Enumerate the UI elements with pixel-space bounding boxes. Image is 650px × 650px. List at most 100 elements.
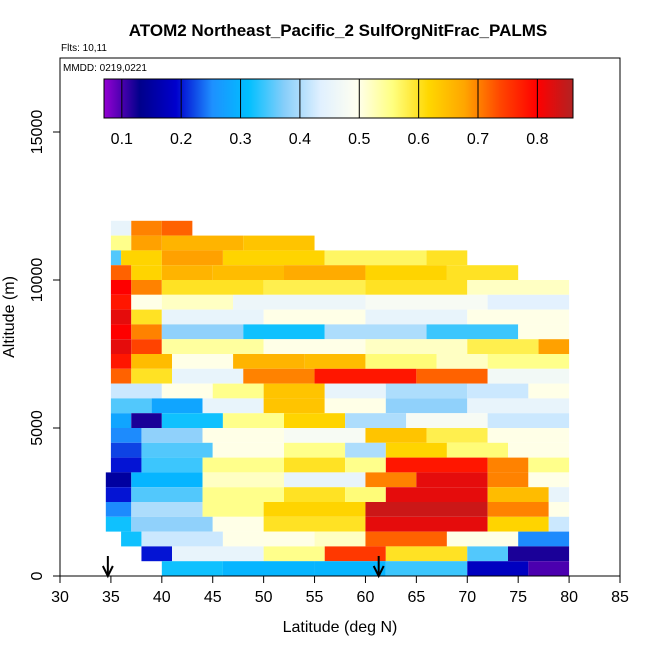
heatmap-cell [110,220,132,236]
y-tick-label: 15000 [29,110,46,155]
heatmap-cell [131,472,203,488]
heatmap-cell [263,339,366,354]
x-tick-label: 60 [357,589,375,606]
x-tick-label: 85 [611,589,629,606]
heatmap-cell [446,442,508,458]
heatmap-cell [110,428,142,443]
heatmap-cell [385,457,488,473]
heatmap-cell [416,472,488,488]
heatmap-cell [110,309,132,325]
heatmap-cell [263,546,325,562]
heatmap-cell [385,398,468,414]
heatmap-cell [105,516,132,532]
heatmap-cell [365,339,468,354]
heatmap-cell [324,324,427,340]
heatmap-cell [314,561,386,576]
heatmap-cell [233,294,366,310]
x-tick-label: 55 [306,589,324,606]
heatmap-cell [263,309,366,325]
heatmap-cell [324,383,386,399]
heatmap-cell [365,531,447,547]
heatmap-cell [110,442,142,458]
heatmap-cell [243,324,325,340]
heatmap-cell [202,472,284,488]
heatmap-cell [202,487,284,502]
heatmap-cell [436,354,488,369]
heatmap-cell [304,354,366,369]
colorbar-tick-label: 0.2 [170,131,192,148]
heatmap-cell [365,280,468,295]
heatmap-cell [365,294,488,310]
heatmap-cell [121,531,142,547]
heatmap-cell [284,413,346,428]
heatmap-cell [528,472,570,488]
flights-annotation: Flts: 10,11 [61,43,107,54]
heatmap-cell [365,502,488,517]
heatmap-cell [202,502,264,517]
x-tick-label: 45 [204,589,222,606]
heatmap-cell [131,413,162,428]
heatmap-cell [528,457,570,473]
heatmap-cell [284,487,346,502]
heatmap-cell [202,457,284,473]
heatmap-cell [161,235,244,251]
heatmap-cell [110,339,132,354]
heatmap-cell [406,413,488,428]
heatmap-cell [110,398,152,414]
heatmap-cell [131,324,162,340]
heatmap-cell [487,457,529,473]
heatmap-cell [141,531,223,547]
heatmap-cell [416,368,488,384]
heatmap-cell [508,442,570,458]
heatmap-cell [212,442,284,458]
heatmap-cell [487,472,529,488]
heatmap-cell [212,265,284,280]
heatmap-cell [212,516,264,532]
heatmap-cell [263,502,366,517]
colorbar-tick-label: 0.8 [526,131,548,148]
heatmap-cell [365,309,468,325]
x-axis-label: Latitude (deg N) [283,619,398,636]
colorbar-tick-label: 0.3 [229,131,251,148]
colorbar-tick-label: 0.1 [111,131,133,148]
y-tick-label: 0 [29,571,46,580]
heatmap-cell [110,324,132,340]
x-tick-label: 80 [560,589,578,606]
heatmap-cell [345,413,407,428]
heatmap-cell [110,368,132,384]
y-tick-label: 5000 [29,410,46,446]
heatmap-cell [548,487,570,502]
heatmap-cell [161,250,223,266]
heatmap-cell [131,294,162,310]
heatmap-cell [467,383,529,399]
heatmap-cell [284,428,366,443]
heatmap-cell [161,339,264,354]
heatmap-cell [141,457,203,473]
heatmap-cell [284,442,346,458]
heatmap-cell [314,531,366,547]
heatmap-cell [446,265,519,280]
heatmap-cell [284,457,346,473]
heatmap-cell [131,339,162,354]
heatmap-cell [161,265,213,280]
colorbar-ticks: 0.1 0.2 0.3 0.4 0.5 0.6 0.7 0.8 [111,79,549,148]
heatmap-cell [110,457,142,473]
x-axis: 30 35 40 45 50 55 60 65 70 75 80 85 [51,576,629,606]
heatmap-cells [105,220,570,576]
chart-title: ATOM2 Northeast_Pacific_2 SulfOrgNitFrac… [129,21,548,40]
heatmap-cell [243,235,315,251]
heatmap-cell [110,235,132,251]
heatmap-cell [233,354,305,369]
heatmap-cell [385,442,447,458]
heatmap-cell [385,383,468,399]
x-tick-label: 30 [51,589,69,606]
heatmap-cell [131,502,203,517]
heatmap-cell [161,413,223,428]
heatmap-cell [172,546,264,562]
heatmap-cell [528,561,570,576]
heatmap-cell [172,354,234,369]
heatmap-cell [161,561,223,576]
x-tick-label: 50 [255,589,273,606]
y-axis-label: Altitude (m) [1,276,18,358]
